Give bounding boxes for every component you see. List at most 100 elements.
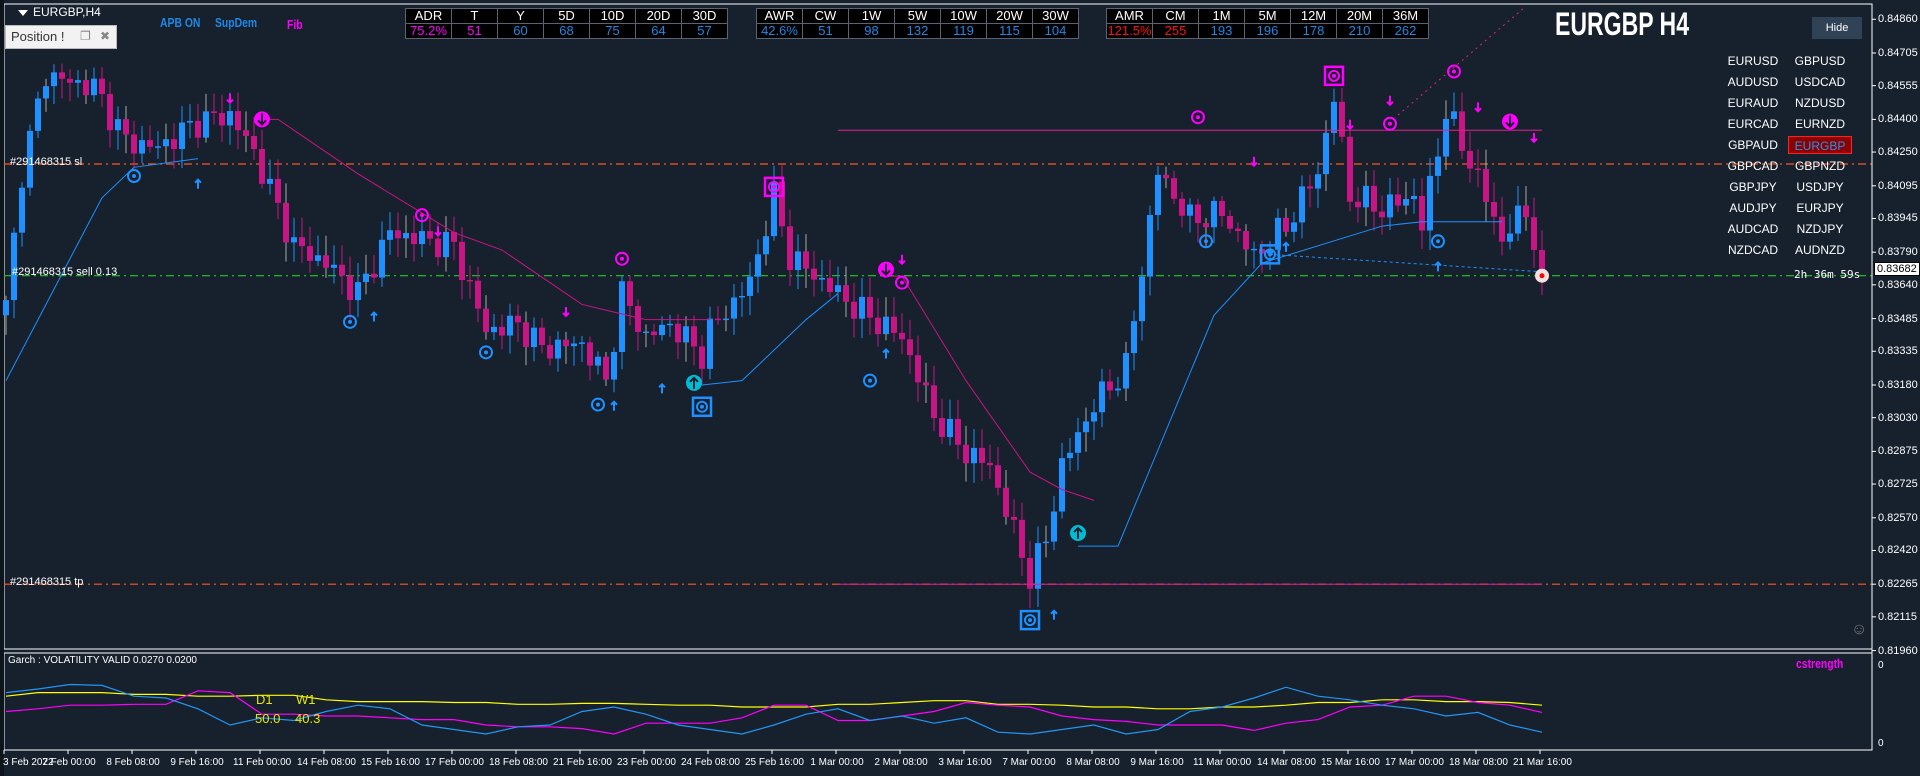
- candle-body: [75, 80, 81, 83]
- candle-body: [1331, 101, 1337, 133]
- signal-dot-icon: [132, 174, 136, 179]
- symbol-button-audnzd[interactable]: AUDNZD: [1795, 243, 1845, 257]
- symbol-button-eurjpy[interactable]: EURJPY: [1796, 201, 1844, 215]
- adr-table: ADR T Y 5D 10D 20D 30D 75.2% 51 60 68 75 64 57: [405, 8, 728, 39]
- symbol-button-usdjpy[interactable]: USDJPY: [1796, 180, 1844, 194]
- signal-dot-icon: [420, 213, 424, 218]
- candle-body: [1467, 150, 1473, 169]
- d1-value: 50.0: [255, 711, 281, 726]
- symbol-button-eurcad[interactable]: EURCAD: [1727, 117, 1779, 131]
- symbol-button-gbpaud[interactable]: GBPAUD: [1728, 138, 1778, 152]
- value-cell: 75.2%: [405, 23, 452, 39]
- apb-toggle[interactable]: APB ON: [160, 15, 201, 30]
- time-tick-label: 23 Feb 00:00: [617, 757, 676, 768]
- candle-body: [859, 296, 865, 319]
- candle-body: [227, 111, 233, 126]
- signal-circle-icon: [1199, 234, 1213, 249]
- arrow-up-icon: [610, 400, 618, 411]
- restore-icon[interactable]: ❐: [80, 29, 91, 43]
- chart-symbol-label[interactable]: EURGBP,H4: [18, 5, 101, 19]
- signal-dot-icon: [772, 184, 776, 189]
- arrow-down-icon: [1530, 132, 1538, 144]
- header-cell: CM: [1152, 8, 1199, 24]
- symbol-button-gbpcad[interactable]: GBPCAD: [1727, 159, 1779, 173]
- symbol-button-gbpnzd[interactable]: GBPNZD: [1794, 159, 1845, 173]
- symbol-button-nzdjpy[interactable]: NZDJPY: [1796, 222, 1844, 236]
- symbol-button-eurnzd[interactable]: EURNZD: [1795, 117, 1845, 131]
- arrow-down-icon: [1250, 156, 1258, 168]
- arrow-up-icon: [194, 178, 202, 189]
- header-cell: ADR: [405, 8, 452, 24]
- time-tick-label: 9 Feb 16:00: [170, 757, 224, 768]
- symbol-button-gbpusd[interactable]: GBPUSD: [1794, 54, 1846, 68]
- indicator-series-line: [5, 691, 1543, 710]
- position-panel[interactable]: Position ! ❐ ✖: [5, 25, 117, 49]
- symbol-button-audusd[interactable]: AUDUSD: [1727, 75, 1779, 89]
- candle-body: [547, 345, 553, 359]
- candle-body: [827, 277, 833, 293]
- value-cell: 42.6%: [756, 23, 803, 39]
- close-icon[interactable]: ✖: [100, 29, 111, 43]
- candle-body: [11, 232, 17, 301]
- candle-body: [1387, 194, 1393, 218]
- candle-body: [931, 385, 937, 419]
- candle-body: [1075, 432, 1081, 453]
- arrow-up-icon: [1050, 609, 1058, 620]
- candle-body: [1067, 452, 1073, 459]
- signal-circle-icon: [615, 251, 629, 266]
- price-tick-label: 0.84860: [1878, 13, 1918, 26]
- candle-body: [1427, 175, 1433, 231]
- candle-body: [1203, 223, 1209, 228]
- symbol-button-euraud[interactable]: EURAUD: [1727, 96, 1779, 110]
- candle-body: [1115, 388, 1121, 391]
- candle-body: [763, 236, 769, 255]
- header-cell: 30W: [1032, 8, 1079, 24]
- signal-circle-icon: [479, 345, 493, 360]
- value-cell: 64: [635, 23, 682, 39]
- symbol-button-eurgbp[interactable]: EURGBP: [1788, 136, 1852, 154]
- candle-body: [659, 324, 665, 336]
- time-tick-label: 21 Feb 16:00: [553, 757, 612, 768]
- signal-circle-icon: [343, 314, 357, 329]
- candle-body: [987, 462, 993, 466]
- candle-body: [947, 418, 953, 437]
- price-tick-label: 0.84095: [1878, 179, 1918, 192]
- candle-body: [1435, 156, 1441, 176]
- candle-body: [1419, 195, 1425, 231]
- symbol-button-usdcad[interactable]: USDCAD: [1794, 75, 1846, 89]
- candle-body: [643, 331, 649, 334]
- value-cell: 98: [848, 23, 895, 39]
- signal-dot-icon: [484, 350, 488, 355]
- symbol-button-gbpjpy[interactable]: GBPJPY: [1729, 180, 1777, 194]
- symbol-button-nzdusd[interactable]: NZDUSD: [1795, 96, 1845, 110]
- time-tick-label: 8 Feb 08:00: [106, 757, 160, 768]
- price-tick-label: 0.83485: [1878, 312, 1918, 325]
- candle-body: [283, 202, 289, 243]
- indicator-name: cstrength: [1796, 656, 1844, 671]
- symbol-button-audjpy[interactable]: AUDJPY: [1729, 201, 1777, 215]
- supdem-toggle[interactable]: SupDem: [215, 15, 258, 30]
- candle-body: [1179, 198, 1185, 216]
- candle-body: [275, 178, 281, 203]
- symbol-button-audcad[interactable]: AUDCAD: [1727, 222, 1779, 236]
- candle-body: [755, 254, 761, 277]
- header-cell: 5W: [894, 8, 941, 24]
- candle-body: [579, 342, 585, 344]
- header-cell: AMR: [1106, 8, 1153, 24]
- signal-dot-icon: [1332, 73, 1336, 78]
- candle-body: [1043, 541, 1049, 544]
- candle-body: [1347, 136, 1353, 202]
- symbol-button-nzdcad[interactable]: NZDCAD: [1728, 243, 1778, 257]
- hide-button[interactable]: Hide: [1812, 17, 1862, 39]
- fib-toggle[interactable]: Fib: [287, 17, 303, 32]
- candle-body: [51, 72, 57, 87]
- candle-body: [1099, 381, 1105, 413]
- candle-body: [523, 322, 529, 348]
- candle-body: [1395, 194, 1401, 206]
- candle-body: [323, 255, 329, 268]
- symbol-button-eurusd[interactable]: EURUSD: [1727, 54, 1779, 68]
- header-cell: 1W: [848, 8, 895, 24]
- candle-body: [371, 273, 377, 278]
- candle-body: [395, 230, 401, 239]
